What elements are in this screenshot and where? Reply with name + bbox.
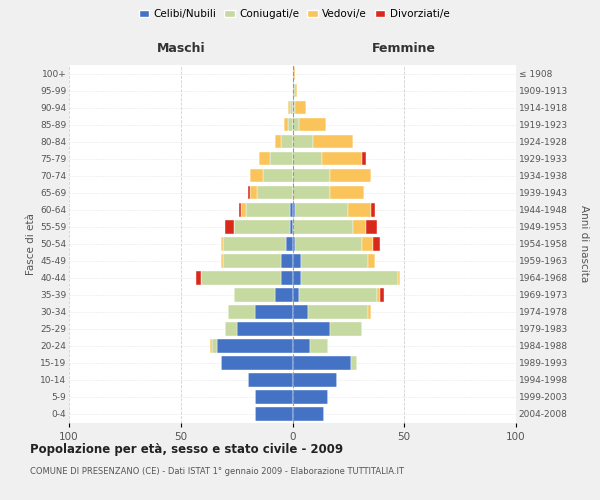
Bar (290, 101, 293, 114)
Bar (350, 356, 358, 370)
Bar (217, 339, 293, 352)
Bar (212, 339, 217, 352)
Bar (398, 271, 400, 284)
Bar (293, 84, 295, 98)
Bar (239, 203, 241, 216)
Bar (196, 271, 201, 284)
Bar (226, 322, 236, 336)
Bar (368, 254, 375, 268)
Bar (293, 220, 353, 234)
Bar (293, 66, 295, 80)
Bar (254, 390, 293, 404)
Y-axis label: Anni di nascita: Anni di nascita (579, 205, 589, 282)
Bar (295, 101, 306, 114)
Bar (331, 169, 371, 182)
Bar (223, 237, 286, 250)
Bar (275, 288, 293, 302)
Bar (259, 152, 270, 166)
Bar (293, 407, 324, 421)
Bar (293, 339, 310, 352)
Bar (362, 152, 366, 166)
Bar (281, 254, 293, 268)
Text: COMUNE DI PRESENZANO (CE) - Dati ISTAT 1° gennaio 2009 - Elaborazione TUTTITALIA: COMUNE DI PRESENZANO (CE) - Dati ISTAT 1… (30, 468, 404, 476)
Bar (284, 118, 288, 132)
Bar (288, 101, 290, 114)
Bar (254, 407, 293, 421)
Bar (371, 203, 375, 216)
Bar (210, 339, 212, 352)
Bar (245, 203, 290, 216)
Bar (293, 118, 299, 132)
Bar (286, 237, 293, 250)
Bar (331, 322, 362, 336)
Bar (295, 237, 362, 250)
Bar (299, 118, 326, 132)
Bar (301, 254, 368, 268)
Bar (263, 169, 293, 182)
Bar (380, 288, 384, 302)
Bar (293, 237, 295, 250)
Bar (293, 390, 328, 404)
Bar (290, 203, 293, 216)
Bar (235, 220, 290, 234)
Bar (310, 339, 328, 352)
Bar (241, 203, 245, 216)
Bar (293, 288, 299, 302)
Bar (270, 152, 293, 166)
Bar (250, 169, 263, 182)
Bar (366, 220, 377, 234)
Bar (293, 322, 331, 336)
Text: Popolazione per età, sesso e stato civile - 2009: Popolazione per età, sesso e stato civil… (30, 442, 343, 456)
Bar (295, 203, 349, 216)
Bar (275, 135, 281, 148)
Bar (373, 237, 380, 250)
Bar (235, 288, 275, 302)
Text: Maschi: Maschi (157, 42, 205, 55)
Bar (293, 135, 313, 148)
Bar (293, 305, 308, 318)
Bar (201, 271, 281, 284)
Bar (368, 305, 371, 318)
Bar (223, 254, 281, 268)
Bar (313, 135, 353, 148)
Bar (331, 186, 364, 200)
Bar (221, 254, 223, 268)
Bar (322, 152, 362, 166)
Bar (293, 203, 295, 216)
Bar (226, 220, 235, 234)
Bar (377, 288, 380, 302)
Bar (254, 305, 293, 318)
Legend: Celibi/Nubili, Coniugati/e, Vedovi/e, Divorziati/e: Celibi/Nubili, Coniugati/e, Vedovi/e, Di… (134, 5, 454, 24)
Bar (308, 305, 368, 318)
Text: Femmine: Femmine (372, 42, 436, 55)
Bar (288, 118, 293, 132)
Bar (301, 271, 398, 284)
Bar (295, 84, 297, 98)
Bar (281, 135, 293, 148)
Bar (362, 237, 373, 250)
Bar (293, 254, 301, 268)
Bar (349, 203, 371, 216)
Bar (293, 152, 322, 166)
Bar (293, 101, 295, 114)
Bar (227, 305, 254, 318)
Bar (221, 237, 223, 250)
Bar (293, 373, 337, 387)
Bar (257, 186, 293, 200)
Bar (236, 322, 293, 336)
Y-axis label: Fasce di età: Fasce di età (26, 213, 36, 274)
Bar (293, 356, 350, 370)
Bar (248, 373, 293, 387)
Bar (248, 186, 250, 200)
Bar (299, 288, 377, 302)
Bar (290, 220, 293, 234)
Bar (293, 271, 301, 284)
Bar (221, 356, 293, 370)
Bar (281, 271, 293, 284)
Bar (250, 186, 257, 200)
Bar (293, 169, 331, 182)
Bar (293, 186, 331, 200)
Bar (353, 220, 366, 234)
